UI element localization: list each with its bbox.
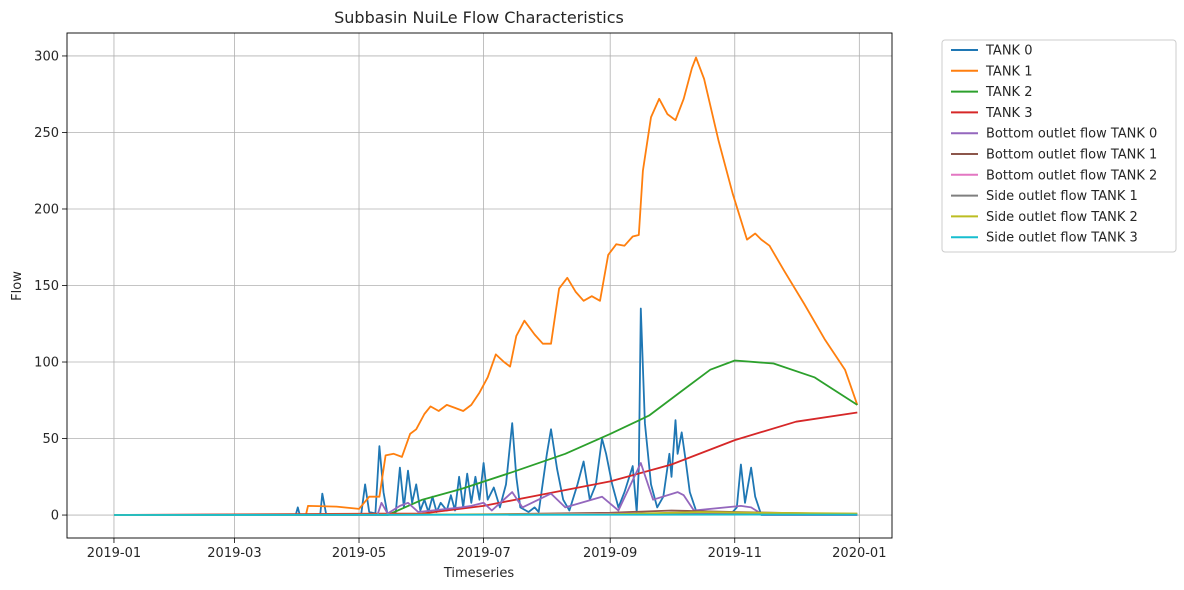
legend-label-3: TANK 3 <box>985 106 1032 121</box>
legend: TANK 0 TANK 1 TANK 2 TANK 3 Bottom outlet fl… <box>941 39 1177 253</box>
legend-label-1: TANK 1 <box>985 64 1032 79</box>
x-tick-label: 2019-09 <box>583 546 637 561</box>
series-line-3 <box>113 411 858 516</box>
y-tick-label: 0 <box>51 509 59 524</box>
chart-title: Subbasin NuiLe Flow Characteristics <box>334 8 624 27</box>
legend-label-5: Bottom outlet flow TANK 1 <box>986 148 1157 163</box>
x-tick-label: 2020-01 <box>832 546 886 561</box>
x-tick-label: 2019-05 <box>332 546 386 561</box>
legend-label-6: Bottom outlet flow TANK 2 <box>986 168 1157 183</box>
x-tick-label: 2019-01 <box>87 546 141 561</box>
series-line-4 <box>114 462 858 516</box>
x-tick-label: 2019-03 <box>207 546 261 561</box>
y-tick-label: 100 <box>34 356 59 371</box>
grid-lines <box>67 33 892 538</box>
legend-label-2: TANK 2 <box>985 85 1032 100</box>
y-tick-label: 200 <box>34 202 59 217</box>
y-axis-title: Flow <box>10 271 25 301</box>
legend-label-9: Side outlet flow TANK 3 <box>986 231 1138 246</box>
y-axis: 0 50 100 150 200 250 300 <box>34 49 67 524</box>
x-tick-label: 2019-07 <box>456 546 510 561</box>
legend-label-4: Bottom outlet flow TANK 0 <box>986 127 1157 142</box>
y-tick-label: 250 <box>34 126 59 141</box>
series-line-2 <box>114 359 858 516</box>
legend-box <box>941 39 1177 253</box>
series-line-0 <box>114 307 858 516</box>
legend-label-7: Side outlet flow TANK 1 <box>986 189 1138 204</box>
series-layer <box>113 56 859 516</box>
series-line-1 <box>114 56 859 516</box>
y-tick-label: 150 <box>34 279 59 294</box>
x-axis: 2019-01 2019-03 2019-05 2019-07 2019-09 2019-… <box>87 538 886 561</box>
legend-label-8: Side outlet flow TANK 2 <box>986 210 1138 225</box>
x-tick-label: 2019-11 <box>708 546 762 561</box>
y-tick-label: 300 <box>34 49 59 64</box>
legend-label-0: TANK 0 <box>985 44 1032 59</box>
y-tick-label: 50 <box>42 432 59 447</box>
x-axis-title: Timeseries <box>443 566 515 581</box>
